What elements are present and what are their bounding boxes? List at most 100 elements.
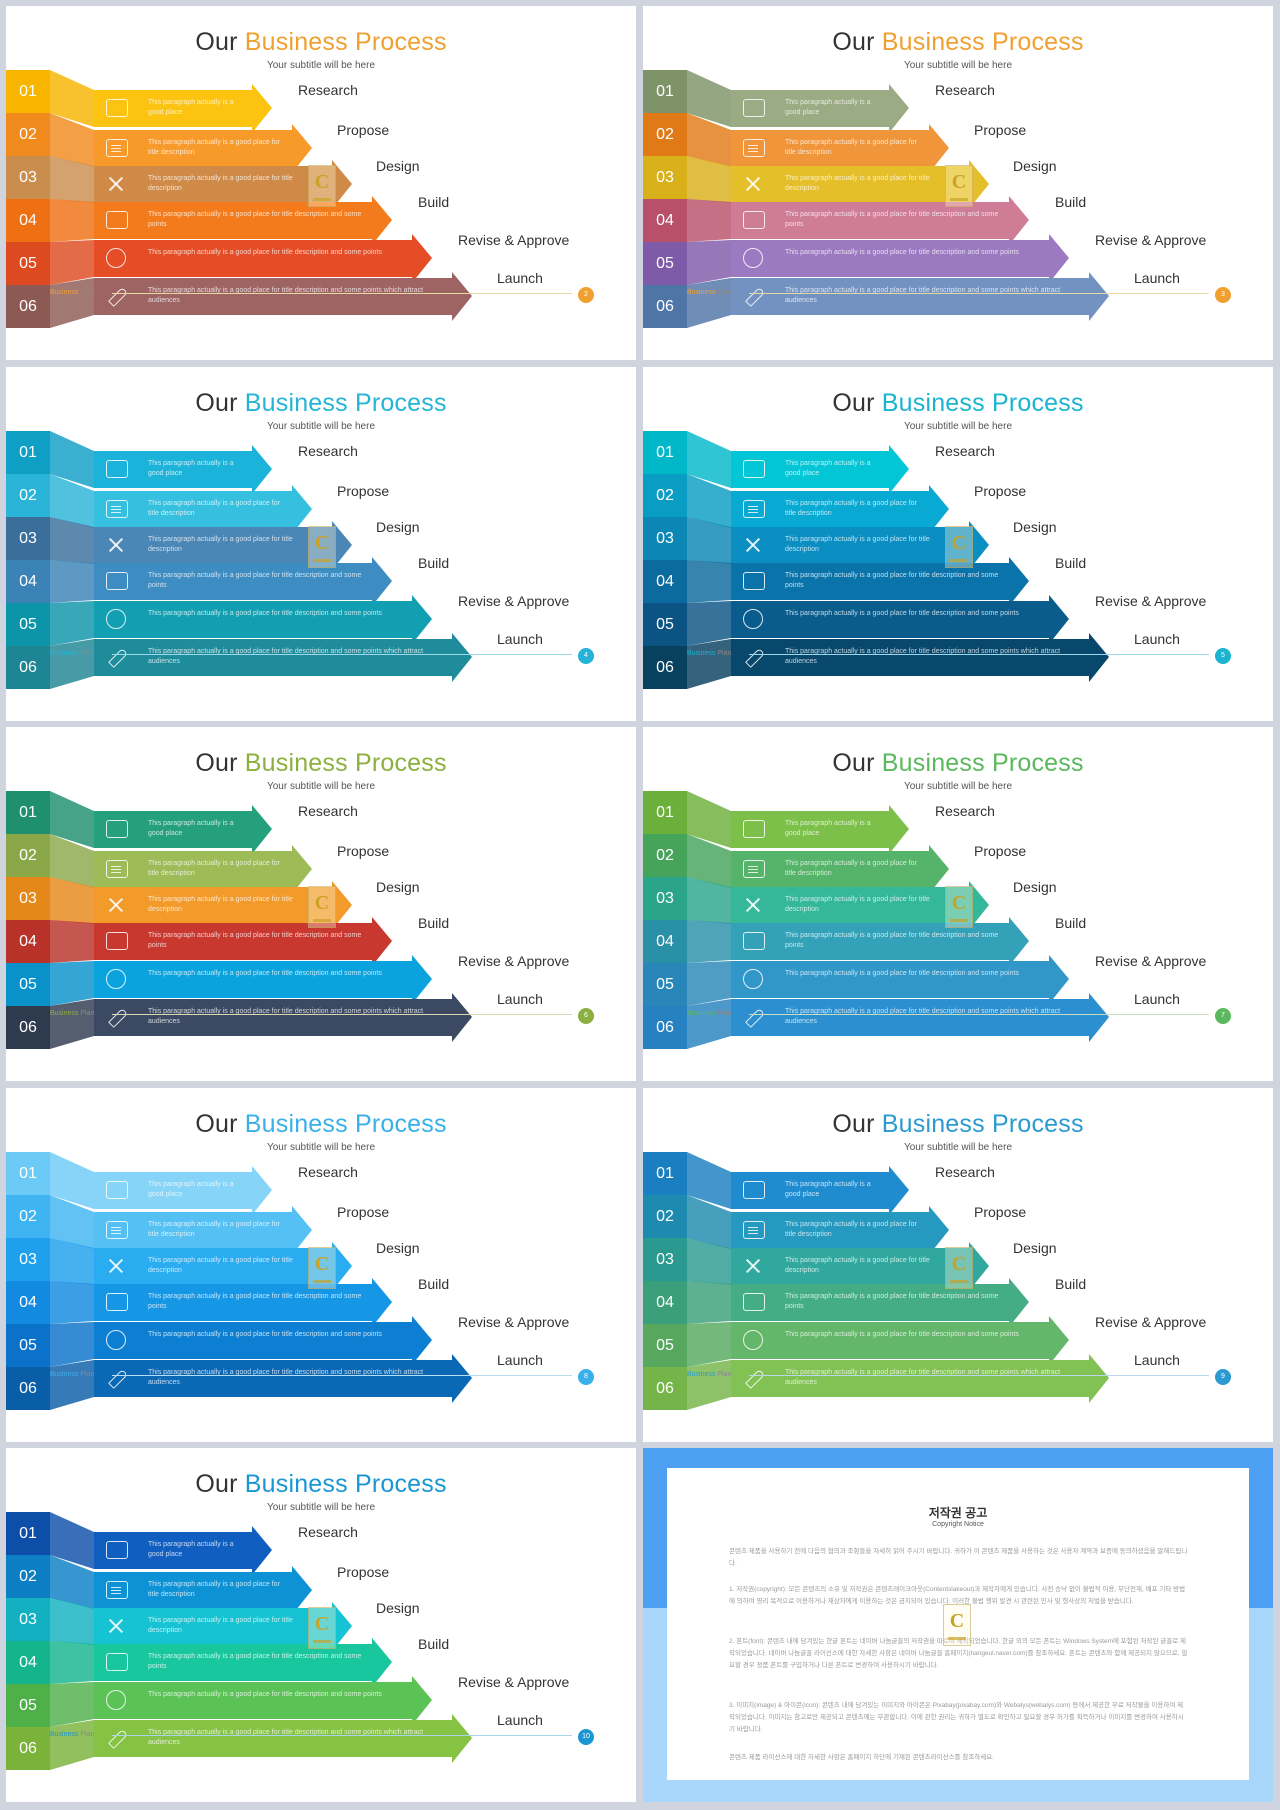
title-accent: Business Process [881,389,1084,417]
step-number: 05 [6,1684,50,1727]
arrow-body [94,1720,452,1757]
title-accent: Business Process [881,28,1084,56]
step-number-column: 01 02 03 04 05 06 [643,791,687,1049]
step-label: Launch [497,991,543,1007]
arrow-head [1089,993,1109,1042]
step-number: 03 [6,877,50,920]
arrow-body [731,887,969,924]
copyright-intro: 콘텐츠 제품을 사용하기 전에 다음의 협의과 조항들을 자세히 읽어 주시기 … [729,1548,1188,1567]
arrow-head [372,1638,392,1687]
arrow-body [731,166,969,203]
check-badge-icon [743,609,763,629]
presentation-icon [106,820,128,838]
step-description: This paragraph actually is a good place … [148,896,293,913]
arrow-body [731,1360,1089,1397]
footer-plan-word: Plan [717,650,732,657]
fold-bridge [50,1152,94,1410]
fold-segment [687,113,731,167]
step-label: Launch [497,631,543,647]
copyright-title: 저작권 공고 [928,1506,988,1520]
step-description: This paragraph actually is a good place … [148,572,362,589]
process-slide: Our Business Process Your subtitle will b… [6,1448,636,1802]
arrow-body [94,1284,372,1321]
presentation-icon [106,99,128,117]
arrow-body [731,451,889,488]
fold-segment [50,1195,94,1249]
arrow-head [889,1166,909,1215]
arrow-head [1049,955,1069,1004]
step-number: 01 [643,1152,687,1195]
step-number-column: 01 02 03 04 05 06 [6,70,50,328]
slide-title: Our Business Process [6,1470,636,1499]
step-description: This paragraph actually is a good place … [148,536,293,553]
monitor-code-icon [106,572,128,590]
slide-title: Our Business Process [643,28,1273,57]
slide-title: Our Business Process [643,389,1273,418]
footer-brand-word: Business [50,1371,79,1378]
step-label: Build [418,555,450,571]
step-number: 06 [6,646,50,689]
document-icon [743,500,765,518]
slide-subtitle: Your subtitle will be here [903,1142,1013,1153]
arrow-head [969,521,989,570]
fold-segment [50,517,94,564]
document-icon [743,1221,765,1239]
step-description: This paragraph actually is a good place … [148,287,424,304]
title-accent: Business Process [881,1110,1084,1138]
fold-segment [687,1322,731,1367]
arrow-head [252,805,272,854]
step-number: 06 [643,285,687,328]
step-label: Research [298,1164,358,1180]
step-description: This paragraph actually is a good place … [148,175,293,192]
footer-brand-word: Business [687,650,716,657]
arrow-head [292,1566,312,1615]
fold-segment [687,517,731,564]
step-number: 03 [6,1238,50,1281]
arrow-body [94,1360,452,1397]
fold-bridge [687,70,731,328]
step-label: Revise & Approve [458,1674,570,1690]
step-description: This paragraph actually is a good place … [148,1581,280,1598]
tools-icon [743,175,765,193]
footer-divider [112,293,572,294]
presentation-icon [106,1541,128,1559]
arrow-head [372,557,392,606]
step-label: Propose [974,1204,1027,1220]
check-badge-icon [106,1690,126,1710]
fold-segment [50,639,94,689]
arrow-head [412,1676,432,1725]
arrow-head [929,124,949,173]
arrow-body [94,999,452,1036]
step-description: This paragraph actually is a good place … [785,536,930,553]
fold-segment [50,431,94,488]
step-number: 04 [643,560,687,603]
footer-plan-word: Plan [717,1371,732,1378]
step-description: This paragraph actually is a good place … [148,1729,424,1746]
arrow-head [332,521,352,570]
arrow-body [731,961,1049,998]
step-number: 01 [6,1152,50,1195]
title-prefix: Our [195,1470,238,1498]
step-number: 04 [6,560,50,603]
step-description: This paragraph actually is a good place … [785,211,999,228]
step-description: This paragraph actually is a good place … [785,1221,917,1238]
document-icon [106,860,128,878]
arrow-head [372,917,392,966]
step-label: Build [1055,915,1087,931]
arrow-head [1089,633,1109,682]
step-label: Revise & Approve [1095,232,1207,248]
tools-icon [106,175,128,193]
step-description: This paragraph actually is a good place … [148,1293,362,1310]
step-number: 06 [6,1006,50,1049]
presentation-icon [106,460,128,478]
slide-subtitle: Your subtitle will be here [903,60,1013,71]
arrow-body [94,811,252,848]
step-label: Launch [497,1712,543,1728]
slide-subtitle: Your subtitle will be here [266,1142,376,1153]
page-number-badge: 6 [578,1008,594,1024]
fold-segment [687,791,731,848]
step-label: Build [418,915,450,931]
rocket-icon [106,648,128,666]
fold-segment [687,1152,731,1209]
step-label: Build [1055,555,1087,571]
